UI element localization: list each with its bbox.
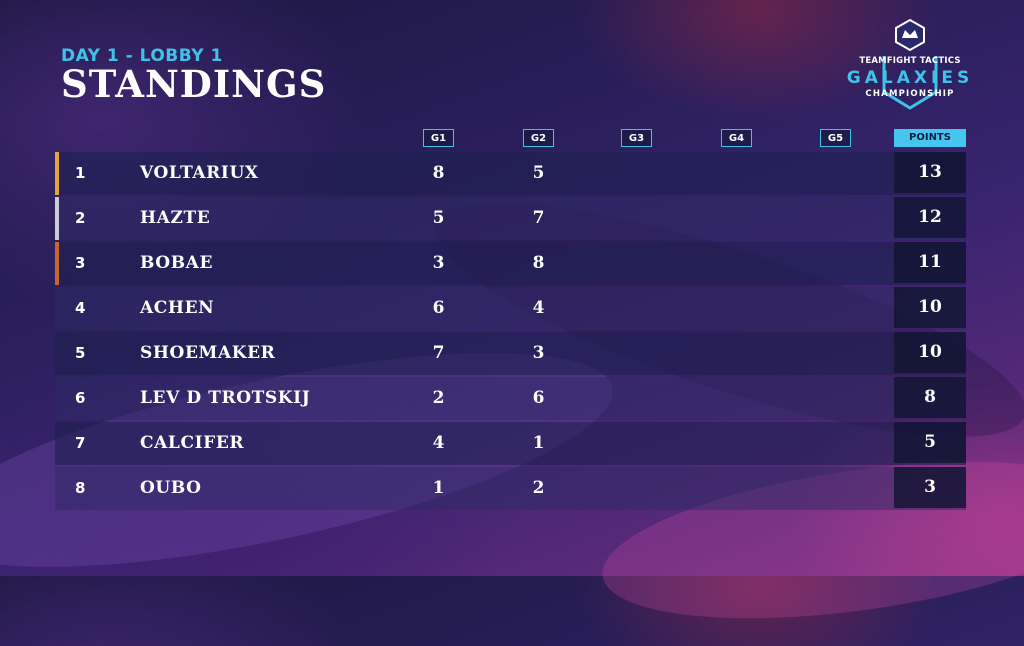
game-1-placement: 3 xyxy=(432,253,445,273)
game-2-placement: 2 xyxy=(532,478,545,498)
rank-medal-accent xyxy=(55,152,59,195)
column-header-g3: G3 xyxy=(621,129,652,147)
logo-text-galaxies: GALAXIES xyxy=(846,68,974,88)
rank-cell: 7 xyxy=(75,434,86,452)
rank-medal-accent xyxy=(55,197,59,240)
logo-frame-icon xyxy=(882,56,938,110)
rank-cell: 6 xyxy=(75,389,86,407)
table-row: 5 SHOEMAKER 7 3 10 xyxy=(55,332,966,375)
points-cell: 3 xyxy=(894,467,966,508)
game-2-placement: 5 xyxy=(532,163,545,183)
table-row: 3 BOBAE 3 8 11 xyxy=(55,242,966,285)
game-1-placement: 2 xyxy=(432,388,445,408)
points-cell: 8 xyxy=(894,377,966,418)
logo-text-teamfight: TEAMFIGHT TACTICS xyxy=(859,56,961,66)
column-header-g5: G5 xyxy=(820,129,851,147)
player-name: ACHEN xyxy=(140,298,215,318)
points-cell: 13 xyxy=(894,152,966,193)
game-2-placement: 8 xyxy=(532,253,545,273)
player-name: HAZTE xyxy=(140,208,211,228)
points-cell: 11 xyxy=(894,242,966,283)
lobby-subtitle: DAY 1 - LOBBY 1 xyxy=(61,46,223,66)
column-header-g4: G4 xyxy=(721,129,752,147)
points-cell: 10 xyxy=(894,332,966,373)
table-row: 6 LEV D TROTSKIJ 2 6 8 xyxy=(55,377,966,420)
table-row: 8 OUBO 1 2 3 xyxy=(55,467,966,510)
player-name: CALCIFER xyxy=(140,433,245,453)
rank-cell: 5 xyxy=(75,344,86,362)
game-2-placement: 3 xyxy=(532,343,545,363)
logo-text-championship: CHAMPIONSHIP xyxy=(865,89,955,99)
rank-cell: 8 xyxy=(75,479,86,497)
logo-crest-icon xyxy=(895,18,925,52)
rank-cell: 1 xyxy=(75,164,86,182)
player-name: VOLTARIUX xyxy=(140,163,259,183)
player-name: OUBO xyxy=(140,478,202,498)
game-1-placement: 1 xyxy=(432,478,445,498)
rank-cell: 2 xyxy=(75,209,86,227)
game-1-placement: 4 xyxy=(432,433,445,453)
column-header-points: POINTS xyxy=(894,129,966,147)
game-2-placement: 4 xyxy=(532,298,545,318)
points-cell: 5 xyxy=(894,422,966,463)
player-name: SHOEMAKER xyxy=(140,343,276,363)
game-1-placement: 7 xyxy=(432,343,445,363)
table-row: 1 VOLTARIUX 8 5 13 xyxy=(55,152,966,195)
game-2-placement: 1 xyxy=(532,433,545,453)
game-1-placement: 8 xyxy=(432,163,445,183)
championship-logo: TEAMFIGHT TACTICS GALAXIES CHAMPIONSHIP xyxy=(830,18,990,110)
column-header-g2: G2 xyxy=(523,129,554,147)
game-1-placement: 6 xyxy=(432,298,445,318)
player-name: BOBAE xyxy=(140,253,214,273)
table-row: 2 HAZTE 5 7 12 xyxy=(55,197,966,240)
points-cell: 10 xyxy=(894,287,966,328)
table-row: 4 ACHEN 6 4 10 xyxy=(55,287,966,330)
game-2-placement: 6 xyxy=(532,388,545,408)
player-name: LEV D TROTSKIJ xyxy=(140,388,311,408)
points-cell: 12 xyxy=(894,197,966,238)
rank-cell: 4 xyxy=(75,299,86,317)
game-2-placement: 7 xyxy=(532,208,545,228)
rank-medal-accent xyxy=(55,242,59,285)
rank-cell: 3 xyxy=(75,254,86,272)
game-1-placement: 5 xyxy=(432,208,445,228)
table-row: 7 CALCIFER 4 1 5 xyxy=(55,422,966,465)
column-header-g1: G1 xyxy=(423,129,454,147)
page-title: STANDINGS xyxy=(61,62,327,106)
